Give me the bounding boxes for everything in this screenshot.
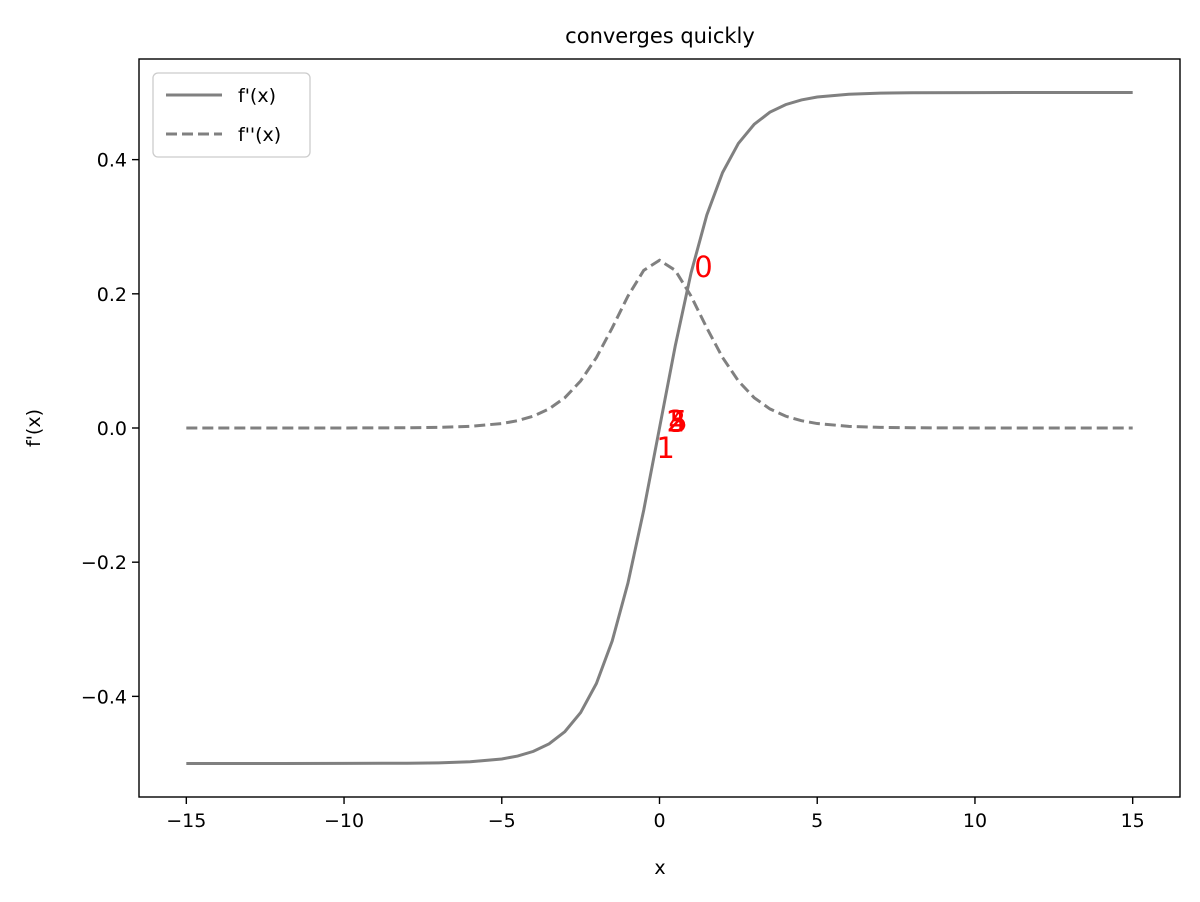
annotation-label: 2 [666, 404, 684, 438]
x-tick-label: −10 [324, 810, 364, 832]
legend: f'(x) f''(x) [152, 72, 311, 158]
x-tick-label: 0 [653, 810, 665, 832]
series-line-2 [186, 258, 1133, 430]
y-axis-ticks: −0.4 −0.2 0.0 0.2 0.4 [81, 150, 139, 708]
x-tick-label: 10 [963, 810, 987, 832]
legend-label-series-2: f''(x) [238, 124, 281, 146]
annotation-label: 0 [694, 250, 712, 284]
x-tick-label: 15 [1121, 810, 1145, 832]
y-tick-label: −0.2 [81, 552, 127, 574]
annotation-label: 3 [667, 404, 685, 438]
y-tick-label: −0.4 [81, 686, 127, 708]
series-line-1 [186, 91, 1133, 765]
x-axis-label: x [654, 857, 665, 879]
annotation-label: 4 [668, 404, 686, 438]
y-tick-label: 0.2 [97, 284, 127, 306]
chart-title: converges quickly [565, 24, 755, 48]
legend-label-series-1: f'(x) [238, 85, 276, 107]
x-tick-label: 5 [811, 810, 823, 832]
y-axis-label: f'(x) [23, 409, 45, 447]
y-tick-label: 0.4 [97, 150, 127, 172]
plot-lines [186, 91, 1133, 765]
annotation-label: 5 [669, 404, 687, 438]
x-tick-label: −5 [488, 810, 516, 832]
x-axis-ticks: −15 −10 −5 0 5 10 15 [166, 797, 1145, 832]
y-tick-label: 0.0 [97, 418, 127, 440]
annotation-label: 1 [656, 431, 674, 465]
legend-box [152, 72, 311, 158]
x-tick-label: −15 [166, 810, 206, 832]
